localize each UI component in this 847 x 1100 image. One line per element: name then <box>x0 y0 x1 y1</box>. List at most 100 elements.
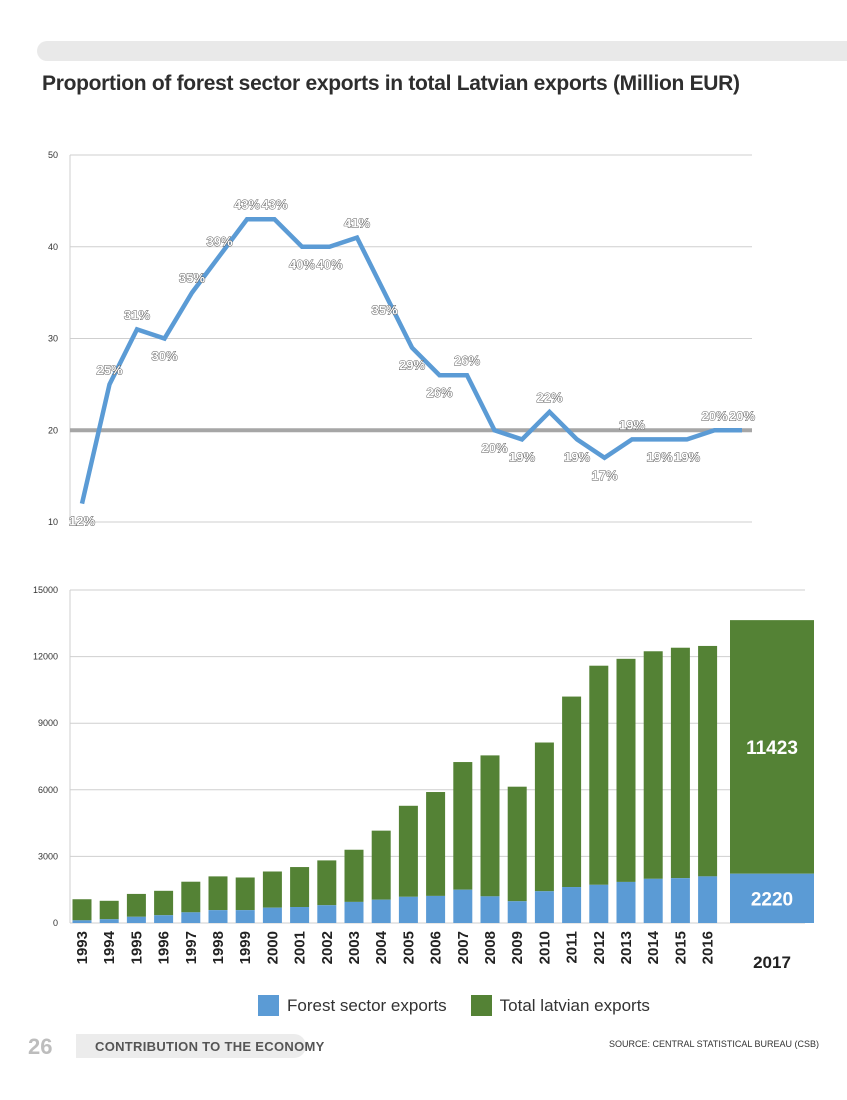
data-label: 31% <box>124 307 150 322</box>
bar-forest-exports <box>344 901 364 923</box>
bar-total-exports <box>670 647 690 879</box>
section-pill <box>76 1034 306 1058</box>
data-label: 19% <box>509 449 535 464</box>
x-tick-label: 2013 <box>618 931 635 964</box>
data-label: 40% <box>289 257 315 272</box>
bar-total-exports <box>730 620 814 874</box>
x-tick-label: 2007 <box>455 931 472 964</box>
data-label: 26% <box>454 353 480 368</box>
bar-forest-exports <box>589 884 609 923</box>
section-title: CONTRIBUTION TO THE ECONOMY <box>95 1039 325 1054</box>
data-label: 26% <box>426 385 452 400</box>
data-label: 19% <box>564 449 590 464</box>
bar-total-exports <box>235 877 255 911</box>
bar-forest-exports <box>507 901 527 923</box>
bar-total-exports <box>262 871 282 908</box>
legend-item-total: Total latvian exports <box>470 995 650 1016</box>
x-tick-label: 1997 <box>183 931 200 964</box>
y-tick-label: 30 <box>48 334 58 344</box>
legend-swatch-total <box>470 995 492 1016</box>
y-tick-label: 15000 <box>33 585 58 595</box>
bar-total-exports <box>616 658 636 882</box>
bar-forest-exports <box>670 878 690 923</box>
bar-forest-exports <box>562 887 582 923</box>
x-tick-label: 1998 <box>210 931 227 964</box>
bar-total-exports <box>534 742 554 892</box>
x-tick-label: 2014 <box>645 930 662 964</box>
bar-total-exports <box>698 645 718 877</box>
data-label: 30% <box>151 349 177 364</box>
y-tick-label: 3000 <box>38 851 58 861</box>
bar-forest-exports <box>317 905 337 923</box>
x-tick-label: 1999 <box>237 931 254 964</box>
legend-item-forest: Forest sector exports <box>258 995 447 1016</box>
x-tick-label: 2017 <box>753 953 791 972</box>
line-chart: 10 20 30 40 50 12% 25% 31% 30% 35% 39% 43% 43% 40% 40%… <box>48 150 756 529</box>
y-tick-label: 50 <box>48 150 58 160</box>
data-label: 35% <box>371 303 397 318</box>
x-tick-label: 1995 <box>128 931 145 964</box>
x-tick-label: 2010 <box>536 931 553 964</box>
y-tick-label: 20 <box>48 425 58 435</box>
data-label: 20% <box>701 408 727 423</box>
bar-forest-exports <box>126 916 146 923</box>
x-tick-label: 1993 <box>74 931 91 964</box>
bar-forest-exports <box>181 912 201 923</box>
bar-forest-exports <box>290 907 310 923</box>
data-label: 20% <box>729 408 755 423</box>
data-label: 19% <box>619 417 645 432</box>
bar-total-exports <box>154 890 174 916</box>
x-tick-label: 2006 <box>428 931 445 964</box>
x-tick-label: 2000 <box>264 931 281 964</box>
bar-forest-exports <box>154 915 174 923</box>
x-tick-label: 2011 <box>564 931 581 964</box>
x-tick-label: 2005 <box>400 931 417 964</box>
data-label: 40% <box>316 257 342 272</box>
x-tick-label: 1996 <box>156 931 173 964</box>
legend-label-total: Total latvian exports <box>499 995 650 1015</box>
legend-label-forest: Forest sector exports <box>287 995 447 1015</box>
bar-total-exports <box>562 696 582 888</box>
bar-total-exports <box>208 876 228 911</box>
y-tick-label: 6000 <box>38 785 58 795</box>
x-tick-label: 2009 <box>509 931 526 964</box>
data-label: 12% <box>69 514 95 529</box>
data-label: 25% <box>96 362 122 377</box>
data-label: 39% <box>206 234 232 249</box>
bar-total-exports <box>344 849 364 902</box>
data-label: 43% <box>234 197 260 212</box>
chart-title: Proportion of forest sector exports in t… <box>42 72 740 95</box>
bar-chart: 0 3000 6000 9000 12000 15000 1993 1994 1995 1996 1… <box>33 585 814 972</box>
data-label: 20% <box>481 440 507 455</box>
bar-forest-exports <box>99 919 119 923</box>
data-label: 41% <box>344 216 370 231</box>
page-number: 26 <box>28 1034 53 1059</box>
bar-total-exports <box>290 867 310 908</box>
x-tick-label: 2015 <box>672 931 689 964</box>
data-label: 22% <box>536 390 562 405</box>
y-tick-label: 9000 <box>38 718 58 728</box>
bar-total-exports <box>453 762 473 890</box>
data-label: 19% <box>646 449 672 464</box>
bar-forest-exports <box>730 873 814 923</box>
bar-value-label: 11423 <box>746 738 798 759</box>
y-tick-label: 0 <box>53 918 58 928</box>
bar-forest-exports <box>426 895 446 923</box>
bar-forest-exports <box>616 881 636 923</box>
bar-total-exports <box>317 860 337 906</box>
bar-total-exports <box>72 899 92 921</box>
bar-total-exports <box>99 900 119 920</box>
x-tick-label: 2003 <box>346 931 363 964</box>
data-label: 43% <box>261 197 287 212</box>
data-label: 35% <box>179 271 205 286</box>
y-tick-label: 10 <box>48 517 58 527</box>
header-bar <box>37 41 847 61</box>
bar-forest-exports <box>453 889 473 923</box>
data-label: 29% <box>399 358 425 373</box>
bar-forest-exports <box>72 920 92 923</box>
bar-forest-exports <box>643 878 663 923</box>
bar-forest-exports <box>371 899 391 923</box>
bar-total-exports <box>426 792 446 896</box>
y-tick-label: 40 <box>48 242 58 252</box>
series-line <box>79 216 742 505</box>
